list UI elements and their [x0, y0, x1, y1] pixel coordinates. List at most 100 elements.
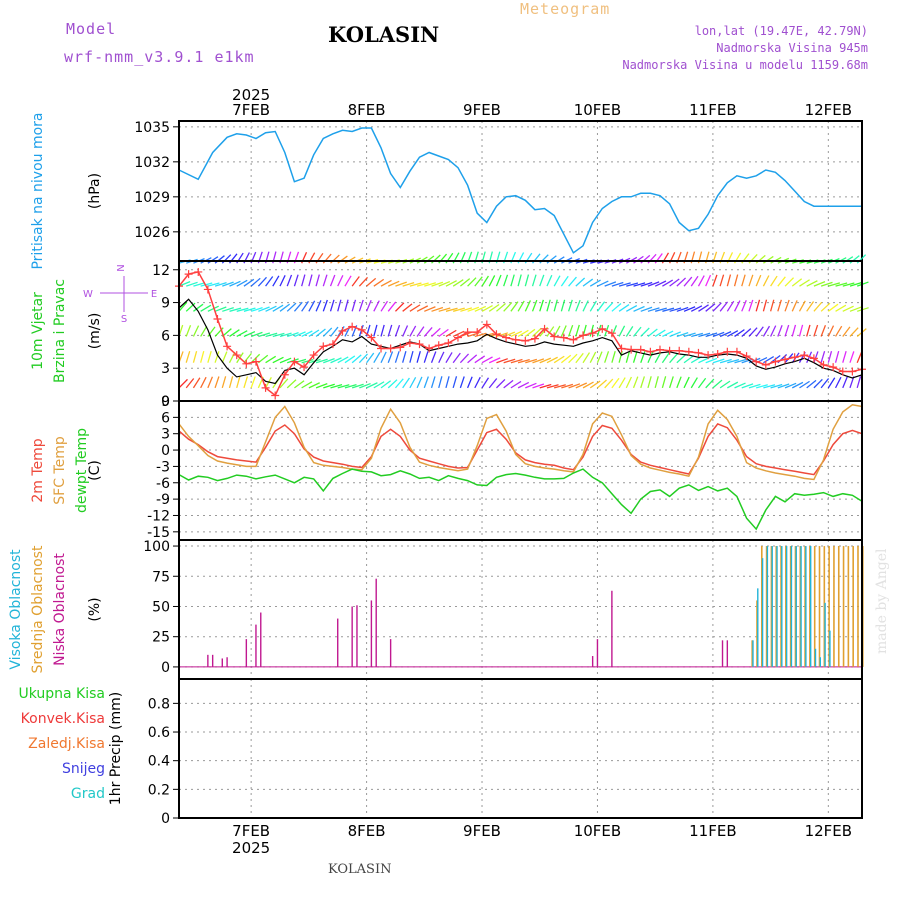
wind-barb [784, 324, 790, 337]
wind-barb [734, 382, 746, 389]
wind-barb [575, 299, 581, 312]
wind-barb [315, 382, 328, 389]
wind-barb [467, 277, 477, 287]
y-tick-label: 1026 [134, 225, 170, 241]
model-label: Model [66, 20, 117, 38]
wind-barb [589, 279, 601, 287]
series-tsfc [178, 404, 863, 481]
wind-barb [337, 356, 349, 364]
wind-barb [366, 382, 378, 389]
wind-barb [719, 301, 729, 312]
wind-barb [250, 331, 263, 338]
wind-barb [387, 324, 393, 337]
wind-barb [380, 351, 387, 363]
wind-barb [633, 305, 645, 312]
wind-barb [488, 357, 501, 364]
wind-barbs [178, 251, 869, 389]
wind-barb [474, 276, 483, 287]
wind-barb [654, 351, 662, 364]
wind-barb [474, 355, 486, 364]
wind-barb [459, 353, 470, 364]
wind-barb [568, 353, 578, 364]
wind-barb [763, 384, 776, 389]
y-tick-label: -15 [147, 525, 170, 541]
wind-barb [727, 381, 739, 389]
wind-barb [214, 327, 224, 337]
gust-marker [377, 344, 386, 353]
wind-barb [366, 277, 377, 287]
wind-barb [611, 351, 616, 363]
wind-barb [222, 307, 234, 312]
wind-barb [373, 300, 380, 312]
wind-barb [279, 357, 292, 364]
wind-barb [626, 282, 639, 287]
gust-marker [232, 351, 241, 360]
wind-barb [813, 324, 819, 337]
wind-barb [777, 383, 790, 389]
wind-barb [510, 274, 515, 287]
wind-barb [409, 304, 421, 312]
wind-barb [200, 350, 205, 363]
wind-barb [532, 327, 542, 337]
wind-barb [409, 282, 422, 287]
gust-marker [309, 351, 318, 360]
compass-s: S [121, 314, 127, 325]
y-tick-label: 3 [161, 361, 170, 377]
wind-barb [827, 303, 839, 312]
gust-marker [453, 333, 462, 342]
y-tick-label: 50 [152, 599, 170, 615]
wind-barb [828, 282, 841, 287]
panel-frame [178, 120, 863, 262]
wind-barb [517, 381, 530, 389]
wind-barb [662, 307, 675, 312]
wind-barb [308, 382, 320, 389]
wind-barb [734, 358, 747, 364]
wind-barb [733, 274, 739, 287]
wind-barb [402, 282, 415, 287]
gust-marker [502, 333, 511, 342]
wind-barb [222, 281, 234, 287]
wind-barb [755, 299, 761, 312]
wind-barb [438, 376, 443, 389]
series-t2m [178, 422, 863, 476]
y-tick-label: 3 [161, 427, 170, 443]
y-tick-label: 0 [161, 443, 170, 459]
wind-barb [496, 302, 506, 312]
wind-barb [186, 281, 198, 287]
wind-barb [661, 376, 667, 389]
wind-barb [770, 325, 777, 337]
wind-barb [604, 302, 614, 312]
gust-marker [713, 349, 722, 358]
legend-entry: Zaledj.Kisa [28, 736, 105, 752]
wind-barb [769, 299, 775, 312]
gust-marker [386, 344, 395, 353]
wind-barb [546, 356, 558, 364]
wind-barb [633, 255, 644, 264]
wind-barb [272, 332, 285, 338]
wind-barb [849, 351, 855, 363]
wind-barb [835, 282, 848, 287]
wind-barb [849, 376, 855, 389]
wind-barb [655, 307, 667, 312]
wind-barb [192, 325, 200, 337]
wind-barb [265, 377, 272, 389]
wind-barb [683, 276, 693, 287]
wind-barb [589, 351, 597, 364]
series-gust [178, 271, 863, 397]
gust-marker [194, 267, 203, 276]
wind-barb [560, 275, 569, 287]
gust-marker [598, 324, 607, 333]
y-tick-label: 1029 [134, 190, 170, 206]
wind-barb [207, 282, 220, 287]
wind-barb [784, 299, 790, 312]
gust-marker [463, 328, 472, 337]
gust-marker [223, 342, 232, 351]
wind-barb [358, 353, 368, 364]
wind-barb [690, 305, 703, 312]
wind-barb [690, 275, 699, 287]
wind-barb [726, 300, 735, 312]
wind-barb [365, 299, 372, 312]
wind-barb [221, 351, 228, 363]
wind-barb [474, 376, 481, 389]
